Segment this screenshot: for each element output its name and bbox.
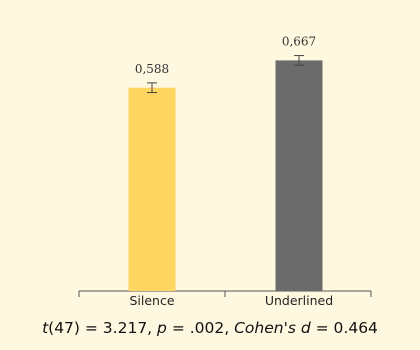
t-value: = 3.217, [79, 319, 158, 337]
category-label-underlined: Underlined [265, 293, 333, 308]
degrees-of-freedom: (47) [48, 319, 80, 337]
t-symbol: t [42, 319, 49, 337]
value-label-silence: 0,588 [135, 62, 169, 76]
bar-silence [128, 87, 176, 291]
cohens-d-symbol: Cohen's d [234, 319, 311, 337]
category-label-silence: Silence [129, 293, 174, 308]
p-symbol: p [157, 319, 167, 337]
value-label-underlined: 0,667 [282, 35, 316, 49]
p-value: = .002, [166, 319, 235, 337]
bar-underlined [275, 60, 323, 292]
statistics-caption: t(47) = 3.217, p = .002, Cohen's d = 0.4… [0, 319, 420, 337]
cohens-d-value: = 0.464 [310, 319, 378, 337]
